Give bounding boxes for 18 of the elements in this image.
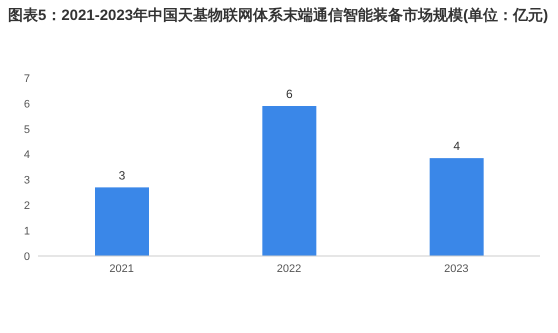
bar [262, 106, 316, 256]
x-tick-label: 2021 [109, 262, 134, 275]
y-tick-label: 2 [24, 200, 30, 212]
x-tick-label: 2023 [444, 262, 469, 275]
data-label: 4 [453, 139, 460, 154]
y-tick-label: 1 [24, 225, 30, 238]
y-tick-label: 0 [24, 250, 30, 263]
data-label: 3 [118, 168, 126, 182]
x-tick-label: 2022 [276, 262, 302, 275]
y-tick-label: 3 [24, 174, 30, 187]
y-tick-label: 7 [24, 72, 30, 85]
y-tick-label: 5 [24, 124, 30, 136]
data-label: 6 [286, 86, 293, 101]
chart-title: 图表5：2021-2023年中国天基物联网体系末端通信智能装备市场规模(单位：亿元) [8, 6, 550, 26]
y-tick-label: 6 [24, 98, 30, 110]
bar [95, 187, 149, 256]
y-tick-label: 4 [24, 149, 30, 162]
bar [430, 158, 484, 256]
